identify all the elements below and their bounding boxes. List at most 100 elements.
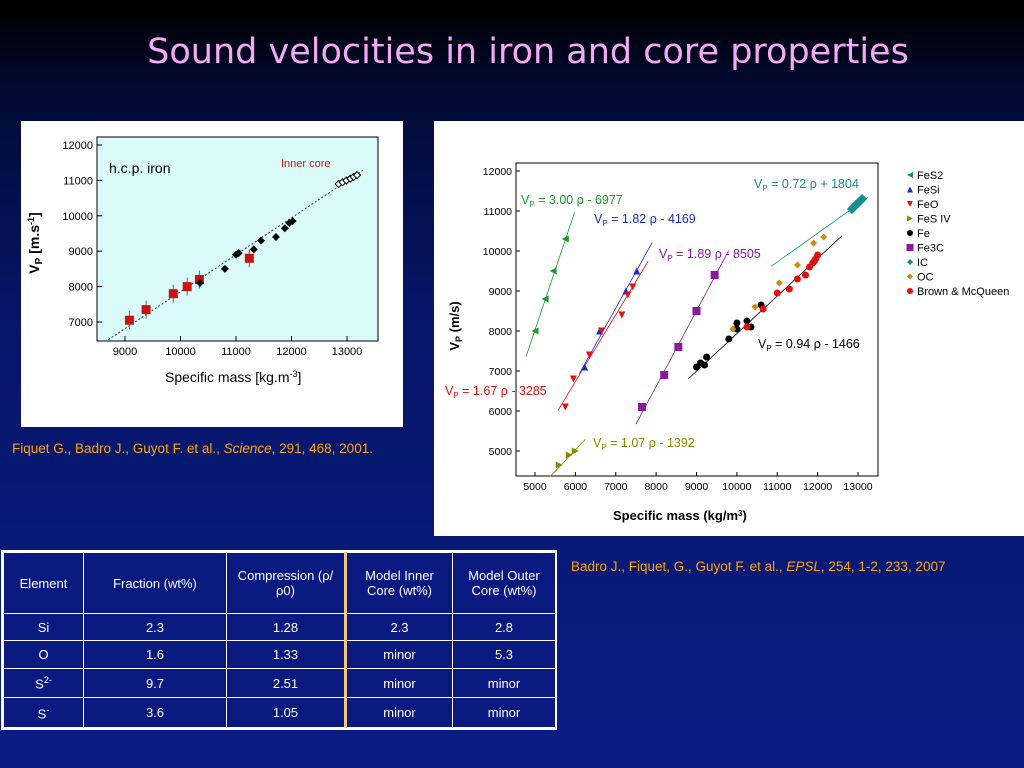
fit-label: VP = 1.67 ρ - 3285	[445, 384, 547, 400]
data-point	[857, 194, 868, 204]
y-tick-label: 9000	[69, 246, 93, 258]
cell-element: O	[3, 640, 84, 669]
data-point	[802, 271, 810, 279]
data-point	[124, 315, 134, 325]
legend-label: IC	[917, 257, 928, 269]
header-element: Element	[3, 552, 84, 614]
data-point	[703, 353, 711, 361]
table-row: S- 3.6 1.05 minor minor	[3, 697, 556, 728]
x-tick-label: 11000	[763, 481, 792, 493]
data-point	[660, 371, 669, 379]
table-header-row: Element Fraction (wt%) Compression (ρ/ρ0…	[3, 552, 556, 614]
cell-compression: 1.33	[226, 640, 346, 669]
data-point	[733, 319, 741, 327]
data-point	[710, 271, 719, 279]
data-point	[729, 325, 737, 333]
x-tick-label: 9000	[113, 346, 137, 358]
table-row: Si 2.3 1.28 2.3 2.8	[3, 612, 556, 642]
cell-inner-core: 2.3	[344, 612, 453, 642]
series-fes2	[531, 235, 569, 335]
data-point	[541, 295, 549, 303]
data-point	[141, 305, 151, 315]
data-point	[569, 375, 577, 383]
data-point	[810, 239, 818, 247]
element-symbol: S	[37, 705, 47, 721]
x-tick-label: 9000	[685, 481, 709, 493]
legend-label: FeS2	[917, 170, 943, 182]
fit-label: VP = 0.94 ρ - 1466	[758, 337, 860, 353]
composition-table: Element Fraction (wt%) Compression (ρ/ρ0…	[3, 552, 556, 728]
legend-label: Fe	[917, 228, 930, 240]
data-point	[624, 291, 632, 299]
data-point	[773, 289, 781, 297]
table-row: O 1.6 1.33 minor 5.3	[3, 640, 556, 669]
data-point	[793, 261, 801, 269]
fit-label: VP = 1.89 ρ - 8505	[659, 247, 761, 263]
data-point	[549, 267, 557, 275]
fit-line	[525, 212, 575, 357]
data-point	[586, 351, 594, 359]
y-tick-label: 12000	[483, 166, 512, 178]
legend-marker	[907, 172, 913, 178]
data-point	[793, 275, 801, 283]
y-tick-label: 11000	[484, 206, 513, 218]
y-tick-label: 7000	[489, 366, 513, 378]
composition-table-wrap: Element Fraction (wt%) Compression (ρ/ρ0…	[1, 550, 557, 730]
fit-line	[635, 250, 730, 425]
legend-marker	[907, 186, 913, 193]
fit-line	[550, 438, 586, 477]
x-tick-label: 13000	[843, 481, 872, 493]
y-tick-label: 10000	[483, 246, 512, 258]
x-axis-title: Specific mass [kg.m-3]	[165, 369, 301, 385]
y-tick-label: 11000	[63, 175, 93, 187]
data-point	[733, 325, 741, 333]
legend-marker	[906, 244, 914, 251]
data-point	[785, 285, 793, 293]
fit-label: VP = 3.00 ρ - 6977	[521, 193, 623, 209]
x-tick-label: 6000	[564, 481, 588, 493]
series-fe	[693, 301, 765, 371]
y-tick-label: 6000	[489, 406, 513, 418]
header-outer-core: Model Outer Core (wt%)	[452, 552, 556, 614]
data-point	[775, 279, 783, 287]
data-point	[701, 361, 709, 369]
data-point	[565, 451, 573, 459]
y-tick-label: 7000	[69, 317, 93, 329]
element-symbol: Si	[37, 619, 50, 635]
cell-fraction: 9.7	[83, 667, 227, 699]
x-tick-label: 10000	[165, 346, 196, 358]
table-row: S2- 9.7 2.51 minor minor	[3, 667, 556, 699]
data-point	[249, 245, 258, 254]
series-feo	[561, 283, 637, 411]
data-point	[288, 217, 297, 226]
cell-fraction: 3.6	[83, 697, 227, 728]
legend-label: Brown & McQueen	[917, 286, 1009, 298]
citation-right-rest: , 254, 1-2, 233, 2007	[820, 559, 946, 574]
legend: FeS2 FeSi FeO FeS IV Fe Fe3C IC OC Brown & McQue…	[906, 170, 1009, 298]
cell-element: S-	[3, 697, 84, 728]
cell-outer-core: 2.8	[452, 612, 556, 642]
data-point	[220, 264, 229, 273]
header-inner-core: Model Inner Core (wt%)	[344, 552, 453, 614]
left-chart-panel: 9000 10000 11000 12000 13000 7000 8000 9000 1000…	[21, 121, 403, 427]
data-point	[820, 233, 828, 241]
citation-right: Badro J., Fiquet, G., Guyot F. et al., E…	[571, 559, 945, 574]
x-tick-label: 13000	[332, 346, 363, 358]
x-tick-label: 5000	[523, 481, 547, 493]
series-2	[334, 170, 362, 189]
y-tick-label: 12000	[62, 140, 93, 152]
series-ic	[846, 194, 868, 214]
y-tick-label: 8000	[489, 326, 513, 338]
legend-marker	[907, 230, 913, 236]
legend-marker	[907, 288, 913, 294]
legend-label: FeS IV	[917, 214, 951, 226]
data-point	[531, 327, 539, 335]
data-point	[674, 343, 683, 351]
x-tick-label: 12000	[276, 346, 307, 358]
legend-marker	[907, 215, 913, 222]
series-oc	[729, 233, 828, 333]
citation-right-journal: EPSL	[786, 559, 821, 574]
data-point	[629, 283, 637, 291]
right-chart: 5000 6000 7000 8000 9000 10000 11000 12000 13000…	[445, 162, 1009, 523]
element-charge: -	[46, 704, 50, 715]
